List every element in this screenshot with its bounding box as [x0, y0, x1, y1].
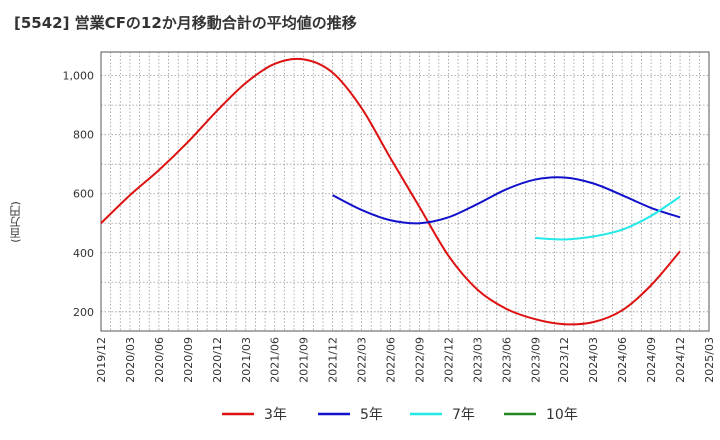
x-tick-label: 2022/12 — [442, 337, 455, 383]
x-tick-label: 2022/03 — [356, 337, 369, 383]
x-tick-label: 2021/06 — [269, 337, 282, 383]
x-tick-label: 2021/09 — [298, 337, 311, 383]
y-tick-label: 800 — [73, 129, 94, 142]
x-tick-label: 2025/03 — [703, 337, 716, 383]
x-tick-label: 2021/03 — [240, 337, 253, 383]
series-line-0 — [100, 57, 681, 326]
x-tick-label: 2022/09 — [413, 337, 426, 383]
y-tick-label: 600 — [73, 188, 94, 201]
legend: 3年 5年 7年 10年 — [222, 407, 578, 423]
legend-label-1: 5年 — [360, 407, 383, 423]
x-tick-label: 2023/06 — [500, 337, 513, 383]
series-line-1 — [332, 176, 681, 225]
x-tick-labels: 2019/12 2020/03 2020/06 2020/09 2020/12 2021/… — [95, 337, 716, 383]
legend-label-2: 7年 — [452, 407, 475, 423]
y-tick-labels: 200 400 600 800 1,000 — [63, 70, 95, 319]
x-tick-label: 2020/09 — [182, 337, 195, 383]
x-tick-label: 2024/09 — [645, 337, 658, 383]
chart-title: [5542] 営業CFの12か月移動合計の平均値の推移 — [14, 14, 357, 32]
x-tick-label: 2020/06 — [153, 337, 166, 383]
x-tick-label: 2023/12 — [558, 337, 571, 383]
series-line-2 — [535, 195, 681, 241]
x-tick-label: 2022/06 — [385, 337, 398, 383]
x-tick-label: 2019/12 — [95, 337, 108, 383]
x-tick-label: 2020/03 — [124, 337, 137, 383]
x-tick-label: 2023/09 — [529, 337, 542, 383]
x-tick-label: 2023/03 — [471, 337, 484, 383]
plot-frame — [100, 51, 710, 332]
x-tick-label: 2024/06 — [616, 337, 629, 383]
legend-label-0: 3年 — [264, 407, 287, 423]
series-lines — [100, 57, 681, 326]
legend-label-3: 10年 — [546, 407, 578, 423]
y-tick-label: 400 — [73, 247, 94, 260]
x-tick-label: 2024/12 — [674, 337, 687, 383]
y-tick-label: 1,000 — [63, 70, 95, 83]
x-tick-label: 2021/12 — [327, 337, 340, 383]
x-tick-label: 2020/12 — [211, 337, 224, 383]
y-tick-label: 200 — [73, 306, 94, 319]
grid — [100, 52, 710, 331]
x-tick-label: 2024/03 — [587, 337, 600, 383]
